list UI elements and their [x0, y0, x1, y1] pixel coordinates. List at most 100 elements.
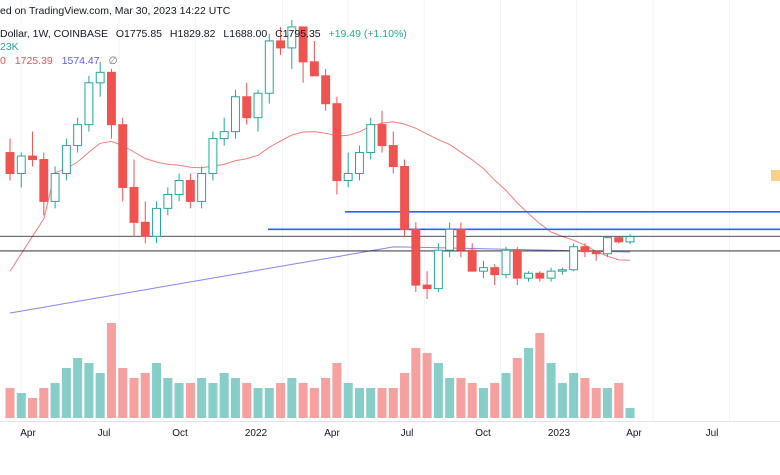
candle-body	[603, 237, 612, 255]
candle-body	[580, 246, 590, 253]
candle-body	[479, 267, 488, 272]
candle-body	[377, 124, 387, 147]
volume-bar	[106, 323, 116, 418]
volume-bar	[569, 373, 579, 418]
ohlc-legend: Dollar, 1W, COINBASE O1775.85 H1829.82 L…	[0, 28, 407, 40]
candle-body	[355, 152, 364, 174]
volume-bar	[557, 383, 567, 418]
horizontal-levels[interactable]	[0, 211, 780, 252]
candle-body	[512, 249, 522, 279]
close-value: C1795.35	[275, 28, 321, 40]
high-value: H1829.82	[169, 28, 216, 40]
volume-bar	[253, 388, 263, 418]
volume-bar	[242, 383, 252, 418]
x-axis-line	[0, 421, 780, 422]
price-tag	[771, 170, 780, 181]
candle-body	[614, 237, 624, 243]
candle-body	[400, 166, 409, 230]
volume-bar	[591, 388, 601, 418]
x-axis-label: Jul	[97, 428, 111, 439]
candle-body	[174, 179, 184, 195]
volume-bar	[197, 378, 207, 418]
volume-bar	[490, 383, 500, 418]
candle-body	[298, 26, 308, 63]
candle-body	[152, 207, 161, 237]
x-axis-label: Apr	[20, 428, 36, 439]
candle-body	[28, 155, 37, 161]
volume-bar	[456, 378, 466, 418]
candle-body	[84, 82, 94, 126]
volume-bar	[625, 408, 635, 418]
candle-body	[433, 249, 443, 290]
candle-body	[107, 71, 116, 126]
volume-bar	[95, 373, 105, 418]
volume-bar	[152, 363, 162, 418]
volume-bar	[377, 388, 387, 418]
candle-body	[129, 186, 139, 223]
volume-bar	[354, 388, 364, 418]
candle-body	[445, 228, 455, 251]
candle-body	[208, 138, 218, 174]
candle-body	[61, 145, 71, 174]
volume-bar	[39, 388, 49, 418]
candle-body	[95, 71, 105, 84]
candle-body	[39, 159, 49, 202]
volume-bar	[185, 383, 195, 418]
candle-body	[388, 145, 398, 168]
candle-body	[557, 269, 567, 272]
candle-body	[490, 267, 500, 276]
volume-bar	[219, 373, 229, 418]
volume-bar	[163, 378, 173, 418]
volume-bar	[580, 378, 590, 418]
volume-bar	[61, 368, 71, 418]
candle-body	[343, 172, 353, 181]
volume-bar	[50, 383, 60, 418]
volume-bar	[321, 378, 331, 418]
candle-body	[219, 131, 229, 140]
candle-body	[276, 40, 285, 49]
volume-bar	[84, 363, 94, 418]
volume-bar	[298, 383, 308, 418]
ma-fast-line	[9, 121, 631, 272]
volume-bar	[208, 383, 218, 418]
open-value: O1775.85	[115, 28, 162, 40]
volume-bar	[524, 348, 534, 418]
volume-bar	[400, 373, 410, 418]
candle-body	[185, 179, 195, 202]
candle-body	[231, 96, 240, 133]
symbol-label: Dollar, 1W, COINBASE	[0, 28, 108, 40]
grid-lines	[20, 0, 730, 421]
volume-bar	[535, 333, 545, 418]
x-axis-label: Oct	[475, 428, 491, 439]
candle-body	[16, 155, 26, 174]
candle-body	[309, 61, 319, 77]
volume-bar	[343, 383, 353, 418]
volume-bar	[264, 388, 274, 418]
candle-body	[467, 249, 477, 272]
candle-body	[50, 172, 60, 202]
volume-bar	[230, 378, 240, 418]
candle-body	[524, 272, 533, 279]
change-value: +19.49 (+1.10%)	[328, 28, 407, 40]
candle-body	[546, 270, 556, 279]
x-axis-label: Jul	[400, 428, 414, 439]
volume-bar	[478, 388, 488, 418]
volume-bar	[467, 383, 477, 418]
volume-bars	[5, 323, 635, 418]
volume-bar	[602, 388, 612, 418]
x-axis-label: 2023	[547, 428, 571, 439]
candle-body	[287, 26, 297, 49]
candle-body	[242, 96, 252, 119]
candle-body	[73, 124, 83, 147]
candle-body	[422, 284, 432, 290]
volume-bar	[276, 383, 286, 418]
candle-body	[118, 124, 128, 188]
x-axis-label: Jul	[705, 428, 719, 439]
volume-bar	[501, 373, 511, 418]
hidden-indicator-icon[interactable]: ∅	[108, 55, 118, 67]
candle-body	[411, 228, 421, 286]
ma-fast-value: 1725.39	[14, 55, 53, 67]
ma-slow-value: 1574.47	[61, 55, 100, 67]
